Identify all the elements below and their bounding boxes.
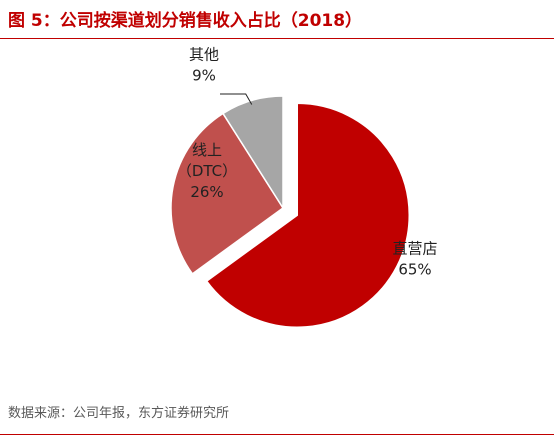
source-note: 数据来源：公司年报，东方证券研究所	[8, 406, 230, 421]
pie-chart: 直营店 65% 线上（DTC） 26% 其他 9%	[170, 46, 438, 329]
slice-label-2: 其他 9%	[189, 46, 219, 85]
leader-line	[220, 93, 253, 105]
slice-label-1: 线上（DTC） 26%	[177, 141, 237, 201]
bottom-divider	[0, 434, 554, 435]
title-divider	[0, 38, 554, 39]
slice-label-0: 直营店 65%	[392, 240, 437, 279]
pie-slice-2	[221, 95, 284, 211]
chart-title: 图 5：公司按渠道划分销售收入占比（2018）	[8, 11, 363, 31]
pie-slice-1	[170, 112, 285, 275]
pie-slice-0	[205, 102, 411, 329]
